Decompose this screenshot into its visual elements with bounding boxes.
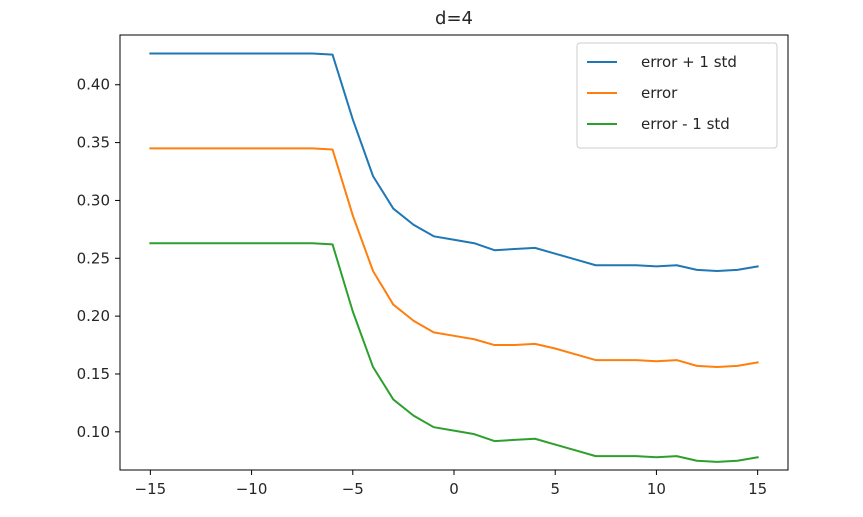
series-line-2 bbox=[149, 147, 759, 369]
x-tick-label: −5 bbox=[342, 480, 364, 498]
series-line-1 bbox=[149, 52, 759, 273]
y-tick-label: 0.20 bbox=[77, 307, 110, 325]
series-line-3 bbox=[149, 242, 759, 463]
y-tick-label: 0.25 bbox=[77, 249, 110, 267]
legend: error + 1 std error error - 1 std bbox=[576, 42, 778, 149]
x-axis: −15 −10 −5 0 5 10 15 bbox=[135, 470, 767, 498]
y-tick-label: 0.10 bbox=[77, 423, 110, 441]
y-tick-label: 0.40 bbox=[77, 76, 110, 94]
x-tick-label: −10 bbox=[236, 480, 268, 498]
chart-title: d=4 bbox=[435, 8, 473, 29]
legend-label-2: error bbox=[641, 84, 678, 102]
legend-label-3: error - 1 std bbox=[641, 115, 730, 133]
x-tick-label: −15 bbox=[135, 480, 167, 498]
y-tick-label: 0.30 bbox=[77, 191, 110, 209]
legend-label-1: error + 1 std bbox=[641, 53, 737, 71]
legend-box bbox=[576, 42, 778, 149]
y-axis: 0.10 0.15 0.20 0.25 0.30 0.35 0.40 bbox=[77, 76, 120, 441]
y-tick-label: 0.15 bbox=[77, 365, 110, 383]
x-tick-label: 0 bbox=[449, 480, 459, 498]
x-tick-label: 15 bbox=[748, 480, 767, 498]
x-tick-label: 5 bbox=[550, 480, 560, 498]
series-layer bbox=[149, 52, 759, 463]
x-tick-label: 10 bbox=[647, 480, 666, 498]
y-tick-label: 0.35 bbox=[77, 134, 110, 152]
